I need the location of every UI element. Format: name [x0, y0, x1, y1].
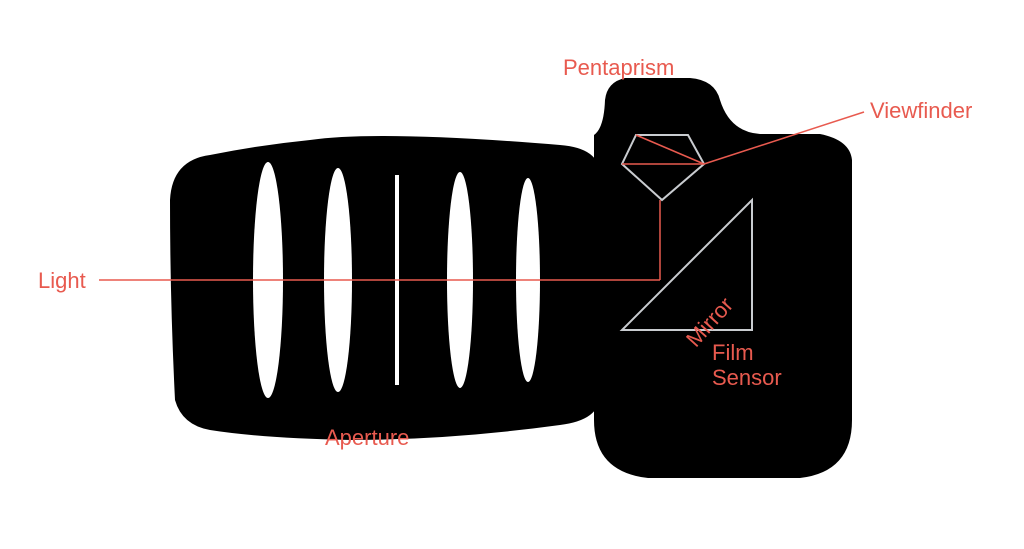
label-pentaprism: Pentaprism: [563, 55, 674, 80]
label-aperture: Aperture: [325, 425, 409, 450]
camera-body: [594, 78, 852, 478]
label-light: Light: [38, 268, 86, 293]
label-film-sensor: Film Sensor: [712, 340, 782, 391]
diagram-stage: Light Aperture Pentaprism Viewfinder Mir…: [0, 0, 1024, 549]
label-viewfinder: Viewfinder: [870, 98, 972, 123]
diagram-svg: [0, 0, 1024, 549]
